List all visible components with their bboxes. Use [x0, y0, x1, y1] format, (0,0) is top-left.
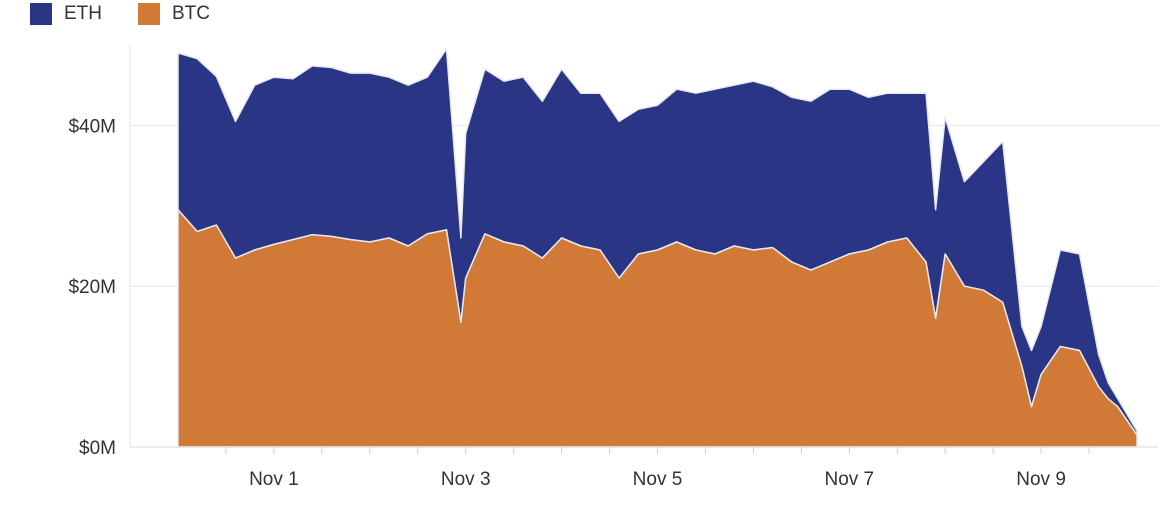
legend-label-eth: ETH: [64, 3, 102, 24]
chart-legend: ETH BTC: [30, 2, 246, 26]
y-tick-label-1: $20M: [68, 277, 116, 298]
x-tick-label-1: Nov 3: [441, 469, 491, 490]
chart-areas: [177, 48, 1138, 448]
x-axis-ticks: Nov 1 Nov 3 Nov 5 Nov 7 Nov 9: [225, 447, 1090, 490]
legend-swatch-eth: [30, 3, 52, 25]
legend-swatch-btc: [138, 3, 160, 25]
series-area-btc: [177, 209, 1138, 448]
legend-item-btc[interactable]: BTC: [138, 3, 210, 25]
x-tick-label-2: Nov 5: [633, 469, 683, 490]
chart-axes: [129, 45, 1158, 448]
y-axis-ticks: $0M $20M $40M: [68, 116, 116, 459]
x-tick-label-3: Nov 7: [824, 469, 874, 490]
legend-item-eth[interactable]: ETH: [30, 3, 102, 25]
x-tick-label-4: Nov 9: [1016, 469, 1066, 490]
y-tick-label-0: $0M: [79, 438, 116, 459]
legend-label-btc: BTC: [172, 3, 210, 24]
x-tick-label-0: Nov 1: [249, 469, 299, 490]
y-tick-label-2: $40M: [68, 116, 116, 137]
